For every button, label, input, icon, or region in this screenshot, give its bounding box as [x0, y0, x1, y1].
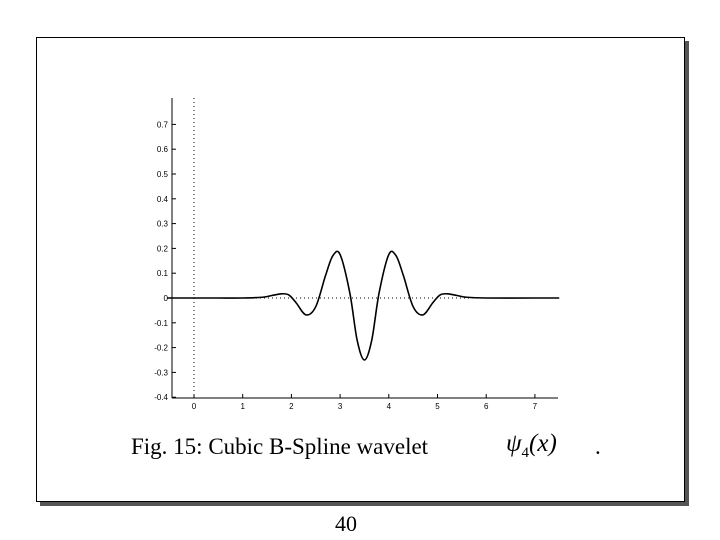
y-tick-label: -0.1: [154, 319, 168, 328]
x-tick-label: 4: [387, 402, 392, 411]
y-tick-label: 0.1: [157, 269, 169, 278]
x-tick-label: 7: [533, 402, 538, 411]
wavelet-formula: ψ4(x): [506, 430, 557, 462]
formula-argument: (x): [529, 430, 557, 457]
x-tick-label: 0: [192, 402, 197, 411]
y-tick-label: -0.3: [154, 368, 168, 377]
y-tick-label: 0.4: [157, 195, 169, 204]
page-number: 40: [335, 511, 357, 536]
formula-subscript: 4: [521, 445, 530, 461]
ticks: 0 1 2 3 4 5 6 7 0.7 0.6 0.5 0.4 0.3 0.2 0.1 0 -0.1 -0.2 -0…: [154, 120, 537, 411]
y-tick-label: 0.2: [157, 244, 169, 253]
formula-symbol: ψ: [506, 430, 522, 457]
caption-period: .: [595, 434, 601, 459]
series-layer: [167, 250, 560, 361]
axes: [171, 98, 558, 399]
slide-frame: [36, 37, 685, 502]
reference-lines: [172, 98, 558, 398]
figure-caption: Fig. 15: Cubic B-Spline wavelet: [131, 434, 429, 459]
y-tick-label: 0.6: [157, 145, 169, 154]
x-tick-label: 5: [435, 402, 440, 411]
x-tick-label: 3: [338, 402, 343, 411]
x-tick-label: 2: [289, 402, 294, 411]
x-tick-label: 6: [484, 402, 489, 411]
y-tick-label: 0: [164, 294, 169, 303]
y-tick-label: -0.4: [154, 393, 168, 402]
x-tick-label: 1: [240, 402, 245, 411]
wavelet-curve: [167, 250, 560, 361]
y-tick-label: -0.2: [154, 344, 168, 353]
y-tick-label: 0.7: [157, 120, 169, 129]
y-tick-label: 0.5: [157, 170, 169, 179]
y-tick-label: 0.3: [157, 220, 169, 229]
